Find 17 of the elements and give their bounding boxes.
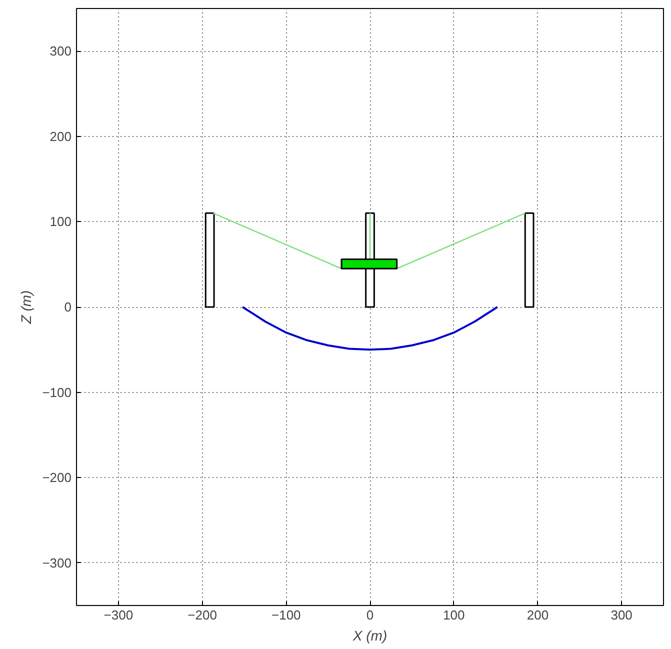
x-axis-title: X (m) xyxy=(352,628,388,644)
x-tick-label: 200 xyxy=(526,608,549,622)
y-tick-label: 300 xyxy=(50,44,72,59)
x-tick-label: 300 xyxy=(610,608,632,622)
x-tick-label: 0 xyxy=(366,608,374,622)
x-tick-label: −200 xyxy=(188,608,217,622)
y-tick-label: −300 xyxy=(42,555,72,570)
y-tick-label: −100 xyxy=(42,384,72,400)
y-tick-label: 100 xyxy=(50,214,72,230)
x-tick-label: −300 xyxy=(104,608,134,622)
y-tick-label: −200 xyxy=(42,470,72,486)
x-tick-label: −100 xyxy=(272,608,301,622)
line-series xyxy=(242,306,498,351)
y-tick-label: 200 xyxy=(50,128,72,144)
x-tick-label: 100 xyxy=(443,608,465,622)
y-tick-label: 0 xyxy=(64,300,72,314)
y-axis-title: Z (m) xyxy=(18,290,34,325)
